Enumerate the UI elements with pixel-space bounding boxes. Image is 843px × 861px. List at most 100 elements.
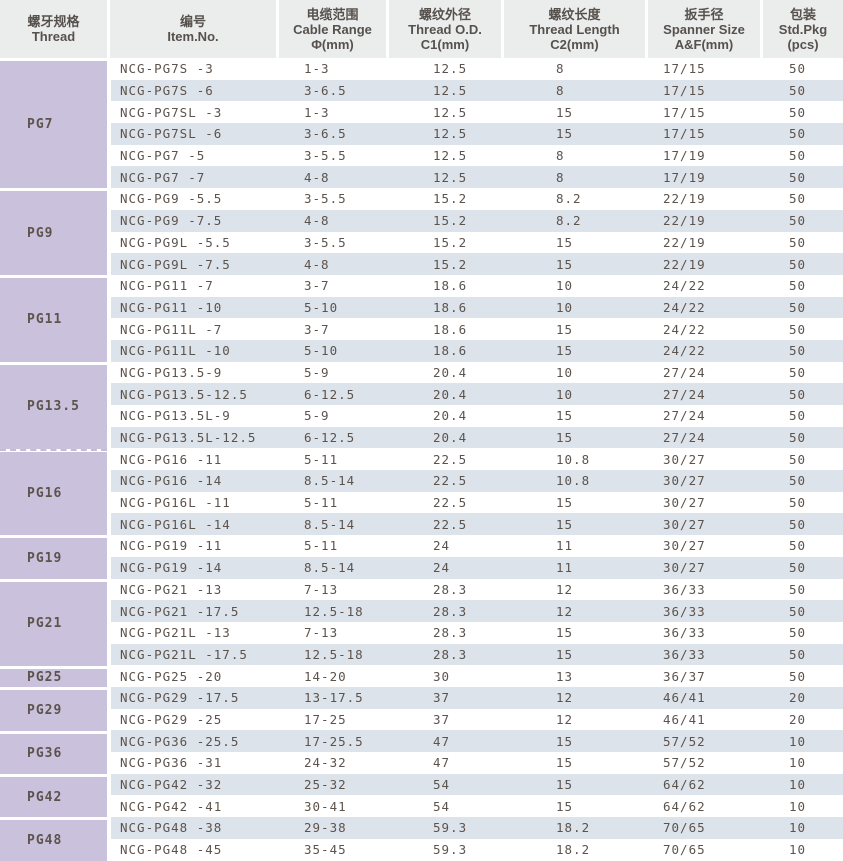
cell-cable-range: 3-5.5: [304, 191, 347, 207]
cell-std-pkg: 50: [789, 386, 807, 402]
cell-spanner-size: 36/33: [663, 603, 706, 619]
cell-spanner-size: 27/24: [663, 408, 706, 424]
table-row: NCG-PG11L -10 5-10 18.6 15 24/22 50: [111, 339, 843, 362]
cell-spanner-size: 30/27: [663, 560, 706, 576]
cell-item-no: NCG-PG11L -10: [120, 343, 231, 359]
table-row: NCG-PG21 -17.5 12.5-18 28.3 12 36/33 50: [111, 600, 843, 622]
cell-std-pkg: 50: [789, 169, 807, 185]
cell-thread-od: 18.6: [433, 343, 468, 359]
cell-thread-length: 12: [556, 711, 574, 727]
table-row: NCG-PG11L -7 3-7 18.6 15 24/22 50: [111, 318, 843, 340]
cell-thread-length: 15: [556, 234, 574, 250]
cell-spanner-size: 17/19: [663, 169, 706, 185]
cell-thread-length: 12: [556, 690, 574, 706]
cell-thread-length: 8: [556, 83, 565, 99]
cell-spanner-size: 36/33: [663, 625, 706, 641]
cell-cable-range: 17-25.5: [304, 733, 364, 749]
cell-spanner-size: 24/22: [663, 343, 706, 359]
cell-cable-range: 5-11: [304, 451, 339, 467]
cell-spanner-size: 27/24: [663, 386, 706, 402]
cell-thread-od: 28.3: [433, 581, 468, 597]
cell-spanner-size: 22/19: [663, 256, 706, 272]
cell-std-pkg: 50: [789, 538, 807, 554]
cell-std-pkg: 10: [789, 798, 807, 814]
cell-cable-range: 1-3: [304, 61, 330, 77]
cell-thread-od: 37: [433, 711, 451, 727]
cell-item-no: NCG-PG9L -5.5: [120, 234, 231, 250]
cell-std-pkg: 10: [789, 733, 807, 749]
cell-thread-od: 22.5: [433, 473, 468, 489]
cell-cable-range: 25-32: [304, 777, 347, 793]
thread-group-pg16: PG16: [0, 448, 107, 536]
cell-item-no: NCG-PG21L -17.5: [120, 646, 248, 662]
thread-group-pg7: PG7: [0, 58, 107, 189]
cell-thread-length: 8: [556, 169, 565, 185]
cell-cable-range: 3-7: [304, 321, 330, 337]
cell-thread-length: 8.2: [556, 213, 582, 229]
table-row: NCG-PG13.5-12.5 6-12.5 20.4 10 27/24 50: [111, 383, 843, 405]
table-row: NCG-PG9L -5.5 3-5.5 15.2 15 22/19 50: [111, 231, 843, 254]
cell-thread-od: 15.2: [433, 213, 468, 229]
cell-spanner-size: 70/65: [663, 842, 706, 858]
table-row: NCG-PG48 -45 35-45 59.3 18.2 70/65 10: [111, 838, 843, 861]
header-cell-thread: 螺牙规格 Thread: [0, 0, 107, 58]
cell-cable-range: 5-10: [304, 299, 339, 315]
cell-std-pkg: 50: [789, 213, 807, 229]
cell-item-no: NCG-PG9 -7.5: [120, 213, 223, 229]
cell-thread-od: 54: [433, 777, 451, 793]
thread-group-pg29: PG29: [0, 687, 107, 731]
cell-std-pkg: 10: [789, 755, 807, 771]
table-row: NCG-PG16 -14 8.5-14 22.5 10.8 30/27 50: [111, 470, 843, 492]
cell-item-no: NCG-PG7SL -6: [120, 126, 223, 142]
cell-item-no: NCG-PG21L -13: [120, 625, 231, 641]
cell-cable-range: 3-7: [304, 278, 330, 294]
table-row: NCG-PG7S -6 3-6.5 12.5 8 17/15 50: [111, 79, 843, 102]
cell-spanner-size: 46/41: [663, 690, 706, 706]
cell-thread-od: 12.5: [433, 104, 468, 120]
cell-cable-range: 14-20: [304, 668, 347, 684]
cell-std-pkg: 50: [789, 473, 807, 489]
cell-item-no: NCG-PG19 -11: [120, 538, 223, 554]
cell-thread-od: 12.5: [433, 83, 468, 99]
cell-thread-od: 15.2: [433, 234, 468, 250]
cell-item-no: NCG-PG11L -7: [120, 321, 223, 337]
cell-cable-range: 7-13: [304, 581, 339, 597]
cell-spanner-size: 24/22: [663, 278, 706, 294]
table-row: NCG-PG42 -41 30-41 54 15 64/62 10: [111, 795, 843, 818]
cell-spanner-size: 22/19: [663, 213, 706, 229]
cell-cable-range: 5-9: [304, 408, 330, 424]
cell-item-no: NCG-PG19 -14: [120, 560, 223, 576]
cell-std-pkg: 50: [789, 495, 807, 511]
cell-thread-od: 15.2: [433, 191, 468, 207]
cell-thread-od: 22.5: [433, 516, 468, 532]
cell-item-no: NCG-PG16 -11: [120, 451, 223, 467]
cell-cable-range: 17-25: [304, 711, 347, 727]
cell-spanner-size: 17/15: [663, 126, 706, 142]
cell-spanner-size: 17/15: [663, 83, 706, 99]
cell-cable-range: 4-8: [304, 213, 330, 229]
cell-thread-od: 28.3: [433, 625, 468, 641]
cell-std-pkg: 50: [789, 234, 807, 250]
cell-thread-od: 18.6: [433, 321, 468, 337]
cell-thread-od: 47: [433, 755, 451, 771]
cell-thread-od: 30: [433, 668, 451, 684]
cell-std-pkg: 50: [789, 278, 807, 294]
cell-std-pkg: 50: [789, 516, 807, 532]
cell-thread-length: 15: [556, 408, 574, 424]
cell-thread-length: 15: [556, 126, 574, 142]
cell-thread-length: 15: [556, 733, 574, 749]
cell-thread-length: 8.2: [556, 191, 582, 207]
cell-item-no: NCG-PG13.5L-9: [120, 408, 231, 424]
cell-spanner-size: 30/27: [663, 473, 706, 489]
cell-thread-od: 18.6: [433, 278, 468, 294]
cell-cable-range: 3-5.5: [304, 234, 347, 250]
cell-thread-od: 20.4: [433, 430, 468, 446]
cell-thread-length: 15: [556, 646, 574, 662]
table-row: NCG-PG7 -7 4-8 12.5 8 17/19 50: [111, 166, 843, 189]
table-row: NCG-PG36 -31 24-32 47 15 57/52 10: [111, 752, 843, 774]
cell-cable-range: 35-45: [304, 842, 347, 858]
cell-item-no: NCG-PG29 -25: [120, 711, 223, 727]
cell-item-no: NCG-PG21 -13: [120, 581, 223, 597]
cell-cable-range: 12.5-18: [304, 646, 364, 662]
cell-std-pkg: 50: [789, 668, 807, 684]
